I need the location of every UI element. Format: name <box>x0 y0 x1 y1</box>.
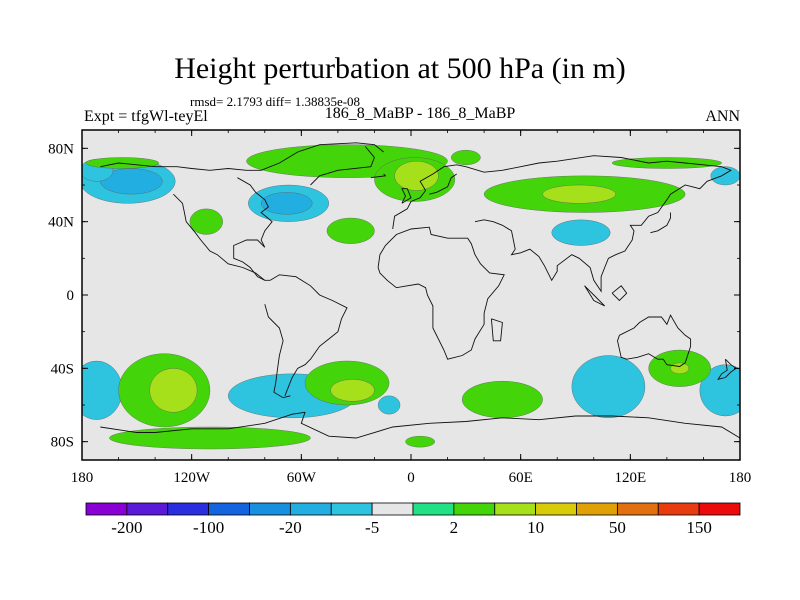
colorbar-swatch-9 <box>453 502 496 516</box>
colorbar-swatch-10 <box>494 502 537 516</box>
contour-region-11 <box>542 184 616 204</box>
coastline-13 <box>310 146 375 186</box>
colorbar-swatch-1 <box>126 502 169 516</box>
coastline-16 <box>490 318 503 342</box>
colorbar-swatch-0 <box>85 502 128 516</box>
contour-region-28 <box>670 362 690 375</box>
colorbar-label-0: -200 <box>111 518 142 537</box>
contour-region-30 <box>377 395 401 415</box>
contour-region-26 <box>461 380 543 419</box>
x-tick-label-3: 0 <box>407 470 415 486</box>
colorbar-swatch-2 <box>167 502 210 516</box>
contour-region-6 <box>710 166 740 186</box>
contour-region-5 <box>551 219 611 246</box>
coastline-18 <box>611 285 628 302</box>
coastline-6 <box>429 173 457 195</box>
colorbar-label-3: -5 <box>365 518 379 537</box>
contour-region-22 <box>149 368 198 413</box>
x-tick-label-0: 180 <box>71 470 94 486</box>
contour-region-23 <box>109 426 311 450</box>
coastline-11 <box>717 358 738 381</box>
contour-region-16 <box>326 217 375 244</box>
colorbar-swatch-13 <box>616 502 659 516</box>
x-tick-label-2: 60W <box>287 470 317 486</box>
colorbar-swatch-3 <box>208 502 250 516</box>
y-tick-label-3: 40S <box>51 361 74 377</box>
x-tick-label-5: 120E <box>614 470 646 486</box>
contour-region-9 <box>394 160 439 191</box>
coastline-9 <box>650 212 671 234</box>
colorbar: -200 -100 -20 -5 2 10 50 150 <box>85 502 741 537</box>
colorbar-swatch-15 <box>698 502 741 516</box>
contour-fill-layer <box>82 144 740 450</box>
coastline-2 <box>173 193 266 281</box>
colorbar-swatch-11 <box>535 502 577 516</box>
colorbar-swatch-6 <box>330 502 373 516</box>
colorbar-swatch-12 <box>576 502 618 516</box>
coastline-12 <box>100 411 740 439</box>
coastline-4 <box>264 304 291 399</box>
coastline-10 <box>617 314 692 367</box>
y-tick-label-1: 40N <box>48 215 74 231</box>
colorbar-swatch-14 <box>657 502 700 516</box>
axis-ticks: 180 120W 60W 0 60E 120E 180 80N 40N 0 40S 80S <box>48 130 751 486</box>
chart-title: Height perturbation at 500 hPa (in m) <box>174 52 626 85</box>
chart-subtitle: rmsd= 2.1793 diff= 1.38835e-08 <box>190 94 361 109</box>
colorbar-swatch-4 <box>249 502 291 516</box>
contour-region-20 <box>699 364 740 417</box>
coastline-7 <box>377 226 505 360</box>
contour-region-19 <box>571 355 646 419</box>
colorbar-swatch-8 <box>412 502 455 516</box>
coastline-1 <box>233 177 273 281</box>
y-tick-label-0: 80N <box>48 141 74 157</box>
season-label: ANN <box>705 108 740 125</box>
coastline-3 <box>270 274 348 396</box>
colorbar-label-1: -100 <box>193 518 224 537</box>
coastline-17 <box>584 285 606 307</box>
x-tick-label-4: 60E <box>509 470 533 486</box>
y-tick-label-2: 0 <box>67 288 75 304</box>
colorbar-swatch-7 <box>371 502 414 516</box>
contour-region-12 <box>451 149 481 166</box>
y-tick-label-4: 80S <box>51 435 74 451</box>
colorbar-label-2: -20 <box>279 518 302 537</box>
colorbar-label-4: 2 <box>450 518 459 537</box>
contour-region-25 <box>330 379 375 402</box>
coastline-5 <box>392 164 503 230</box>
coastline-15 <box>401 188 412 204</box>
colorbar-swatch-5 <box>289 502 332 516</box>
coastline-layer <box>100 142 740 439</box>
colorbar-label-6: 50 <box>609 518 626 537</box>
coastline-8 <box>474 155 732 293</box>
contour-region-15 <box>189 208 223 235</box>
coastline-0 <box>100 142 384 171</box>
contour-region-17 <box>82 360 123 420</box>
contour-region-4 <box>260 192 313 215</box>
colorbar-label-5: 10 <box>527 518 544 537</box>
coastline-14 <box>370 173 387 179</box>
x-tick-label-6: 180 <box>729 470 752 486</box>
case-label: 186_8_MaBP - 186_8_MaBP <box>324 105 516 122</box>
contour-region-29 <box>405 435 435 448</box>
x-tick-label-1: 120W <box>173 470 211 486</box>
experiment-label: Expt = tfgWl-teyEl <box>84 108 208 125</box>
contour-region-13 <box>611 157 722 169</box>
colorbar-label-7: 150 <box>686 518 712 537</box>
